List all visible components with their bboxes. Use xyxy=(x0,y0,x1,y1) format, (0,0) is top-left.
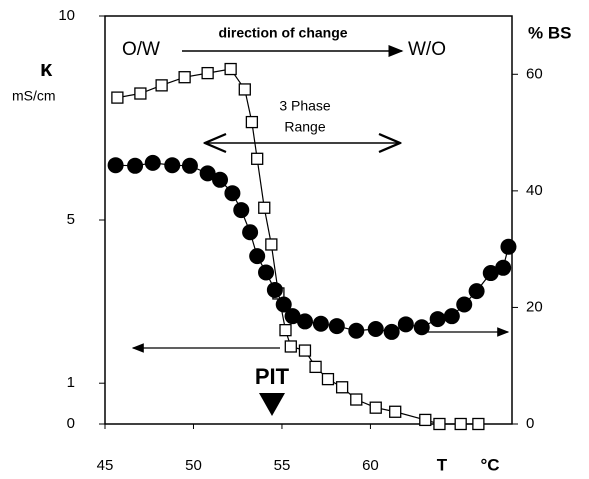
circle-marker xyxy=(456,296,473,313)
square-marker xyxy=(389,405,402,418)
circle-marker xyxy=(284,308,301,325)
square-marker xyxy=(251,152,264,165)
circle-marker xyxy=(233,202,250,219)
circle-marker xyxy=(242,224,259,241)
circle-marker xyxy=(181,157,198,174)
circle-marker xyxy=(199,165,216,182)
circle-marker xyxy=(348,322,365,339)
square-marker xyxy=(309,360,322,374)
x-tick-label: 50 xyxy=(185,457,202,474)
square-marker xyxy=(265,238,278,251)
circle-marker xyxy=(296,313,313,330)
circle-marker xyxy=(312,315,329,332)
circle-marker xyxy=(107,157,124,174)
circle-marker xyxy=(249,248,266,265)
y2-tick-label: 60 xyxy=(526,65,543,82)
annotation: W/O xyxy=(408,39,446,60)
square-marker xyxy=(178,71,191,84)
circle-marker xyxy=(266,281,283,298)
square-marker xyxy=(134,87,147,100)
square-marker xyxy=(472,417,485,431)
square-marker xyxy=(155,79,168,92)
square-marker xyxy=(201,66,214,80)
square-marker xyxy=(224,62,237,76)
y2-tick-label: 0 xyxy=(526,415,534,432)
x-tick-label: 45 xyxy=(97,457,114,474)
circle-marker xyxy=(258,264,275,281)
square-marker xyxy=(419,413,432,427)
annotation: Range xyxy=(284,119,325,135)
square-marker xyxy=(350,393,363,406)
square-marker xyxy=(369,401,382,414)
circle-marker xyxy=(397,316,414,333)
annotation: O/W xyxy=(122,39,160,60)
circle-marker xyxy=(144,154,161,171)
y-tick-label: 0 xyxy=(67,415,75,432)
series-line xyxy=(115,162,510,333)
square-marker xyxy=(245,115,259,129)
y2-tick-label: 40 xyxy=(526,182,543,199)
circle-marker xyxy=(495,259,512,276)
square-marker xyxy=(335,381,349,394)
circle-marker xyxy=(500,238,517,255)
pit-marker xyxy=(259,393,285,416)
y-label: mS/cm xyxy=(12,88,56,104)
annotation: PIT xyxy=(255,364,290,389)
circle-marker xyxy=(429,311,446,328)
square-marker xyxy=(454,417,467,431)
y-tick-label: 1 xyxy=(67,374,75,391)
square-marker xyxy=(279,324,292,337)
circle-marker xyxy=(224,185,241,202)
circle-marker xyxy=(413,319,430,336)
circle-marker xyxy=(367,320,384,337)
square-marker xyxy=(284,340,297,353)
circle-marker xyxy=(482,265,499,282)
square-marker xyxy=(433,417,446,431)
x-unit: °C xyxy=(480,455,499,474)
x-tick-label: 60 xyxy=(362,457,379,474)
square-marker xyxy=(258,201,271,214)
square-marker xyxy=(298,344,312,357)
x-tick-label: 55 xyxy=(274,457,291,474)
square-marker xyxy=(321,372,335,386)
square-marker xyxy=(111,91,124,104)
circle-marker xyxy=(127,157,144,174)
y2-label: % BS xyxy=(528,23,571,42)
circle-marker xyxy=(443,308,460,325)
plot-frame xyxy=(104,15,513,425)
annotation: direction of change xyxy=(218,25,347,41)
square-marker xyxy=(238,83,251,96)
y-tick-label: 10 xyxy=(58,7,75,24)
x-label: T xyxy=(437,455,448,474)
y-label-symbol: κ xyxy=(40,56,53,81)
circle-marker xyxy=(468,283,485,300)
circle-marker xyxy=(164,157,181,174)
y2-tick-label: 20 xyxy=(526,298,543,315)
circle-marker xyxy=(383,323,400,340)
y-tick-label: 5 xyxy=(67,211,75,228)
circle-marker xyxy=(212,171,229,188)
annotation: 3 Phase xyxy=(279,98,331,114)
circle-marker xyxy=(328,318,345,335)
circle-marker xyxy=(275,296,292,313)
